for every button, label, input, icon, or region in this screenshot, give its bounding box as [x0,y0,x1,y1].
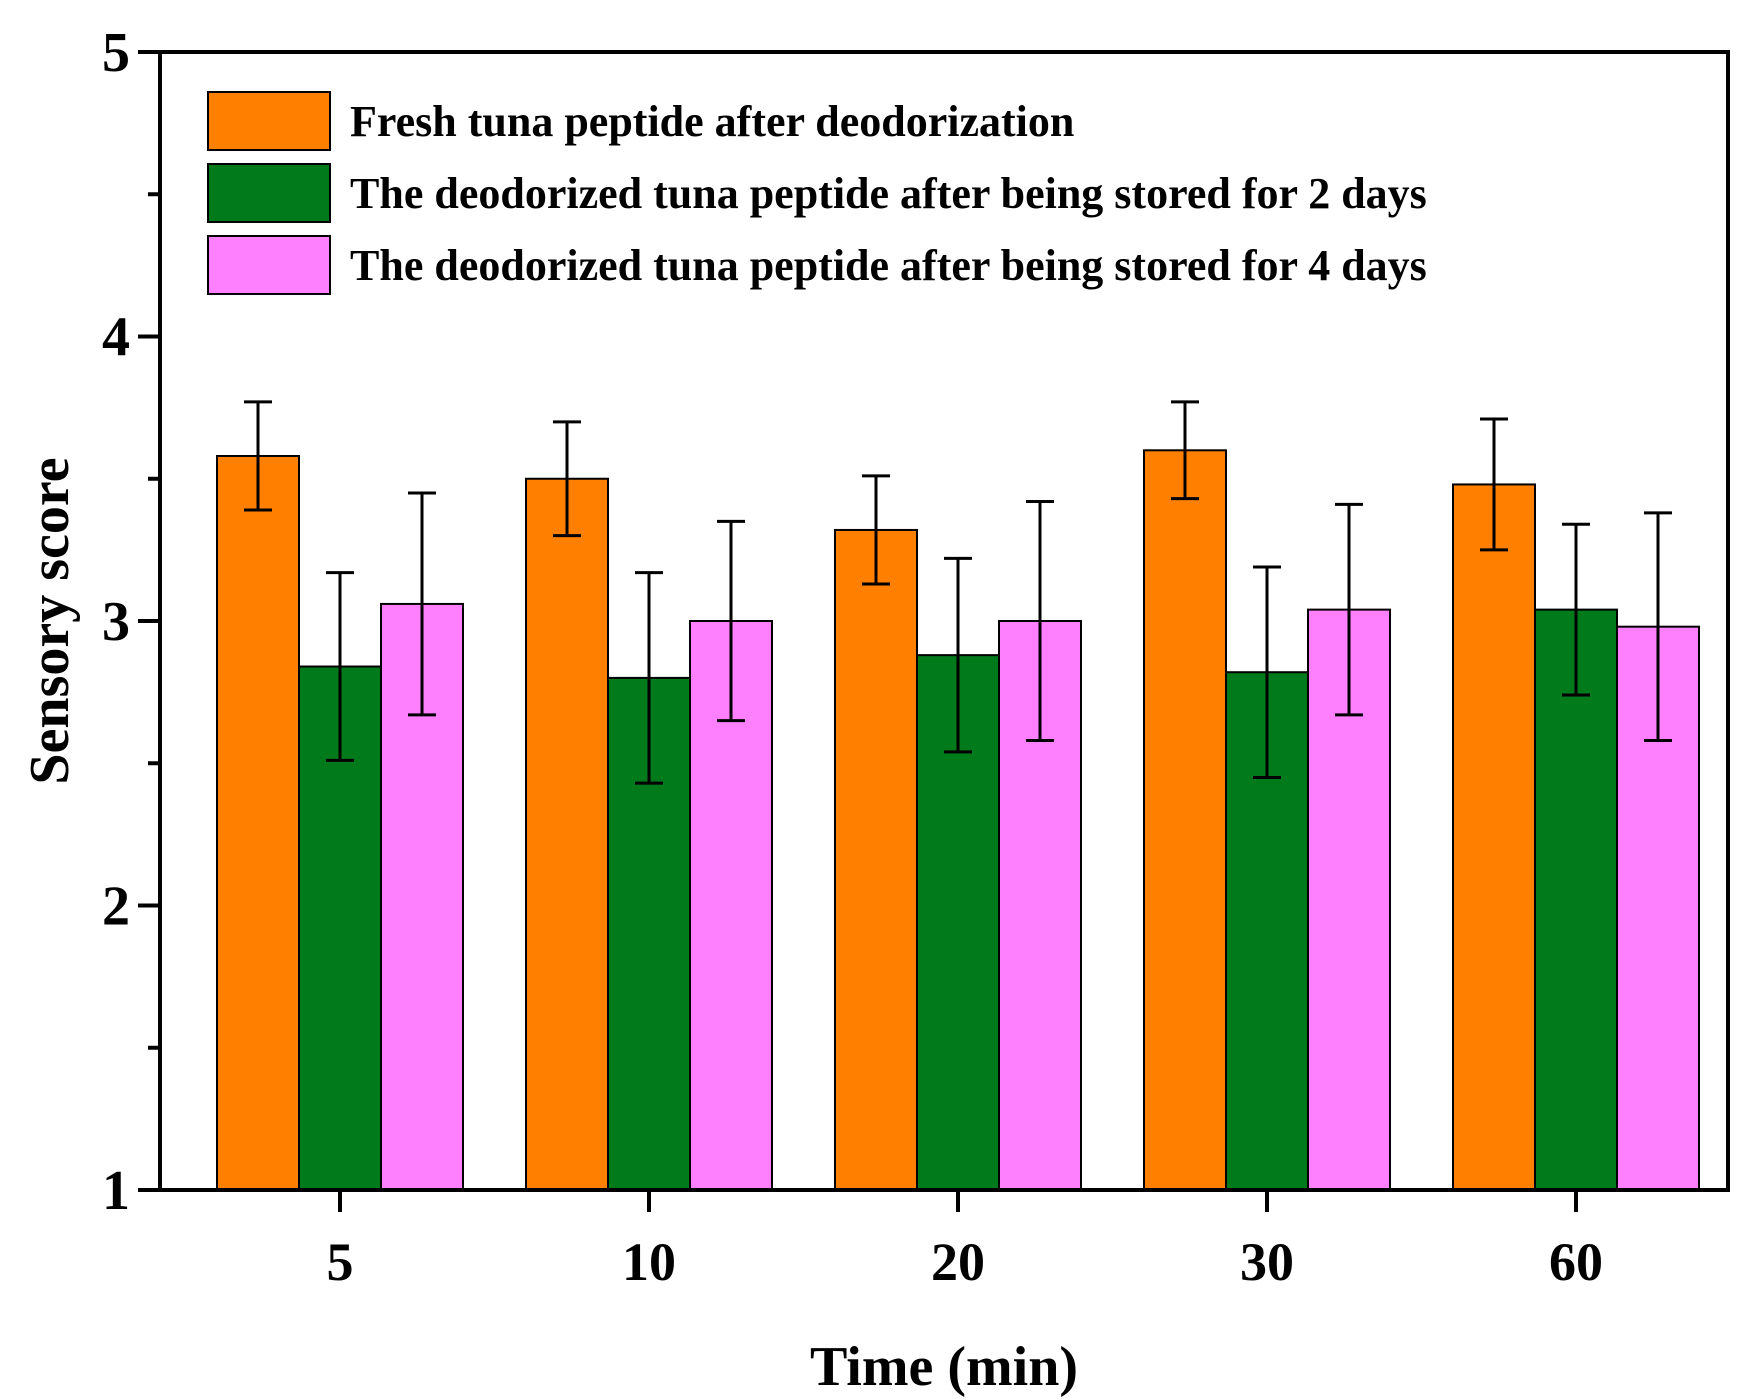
error-bar [1026,500,1054,742]
x-axis: 5 10 20 30 60 [327,1190,1603,1292]
legend: Fresh tuna peptide after deodorization Th… [207,91,1427,295]
y-axis-title: Sensory score [19,457,81,784]
legend-label: Fresh tuna peptide after deodorization [350,97,1074,146]
x-tick-label: 30 [1240,1232,1294,1292]
error-bar [1335,502,1363,717]
legend-label: The deodorized tuna peptide after being … [350,169,1427,218]
error-bar [408,491,436,717]
error-bar [244,400,272,512]
error-bar [326,571,354,762]
error-bar [553,420,581,538]
error-bar [1562,522,1590,697]
bar [1534,608,1618,1191]
y-tick-label: 4 [102,307,130,369]
error-bar [717,519,745,723]
legend-swatch [207,163,331,223]
legend-item: The deodorized tuna peptide after being … [207,163,1427,223]
bar [1143,449,1227,1191]
error-bars-layer [244,400,1672,785]
legend-item: Fresh tuna peptide after deodorization [207,91,1074,151]
y-tick-label: 2 [102,876,130,938]
bar [834,528,918,1191]
bar [1452,483,1536,1191]
error-bar [1171,400,1199,501]
y-axis: 1 2 3 4 5 [102,22,160,1222]
legend-swatch [207,91,331,151]
legend-item: The deodorized tuna peptide after being … [207,235,1427,295]
bar [525,477,609,1191]
legend-label: The deodorized tuna peptide after being … [350,241,1427,290]
legend-swatch [207,235,331,295]
x-axis-title: Time (min) [810,1336,1078,1398]
x-tick-label: 60 [1549,1232,1603,1292]
x-tick-label: 10 [622,1232,676,1292]
error-bar [862,474,890,586]
x-tick-label: 20 [931,1232,985,1292]
y-tick-label: 3 [102,591,130,653]
error-bar [1644,511,1672,742]
y-tick-label: 1 [102,1160,130,1222]
error-bar [944,556,972,754]
error-bar [635,571,663,785]
error-bar [1253,565,1281,779]
x-tick-label: 5 [327,1232,354,1292]
y-tick-label: 5 [102,22,130,84]
error-bar [1480,417,1508,552]
bar [216,454,300,1191]
